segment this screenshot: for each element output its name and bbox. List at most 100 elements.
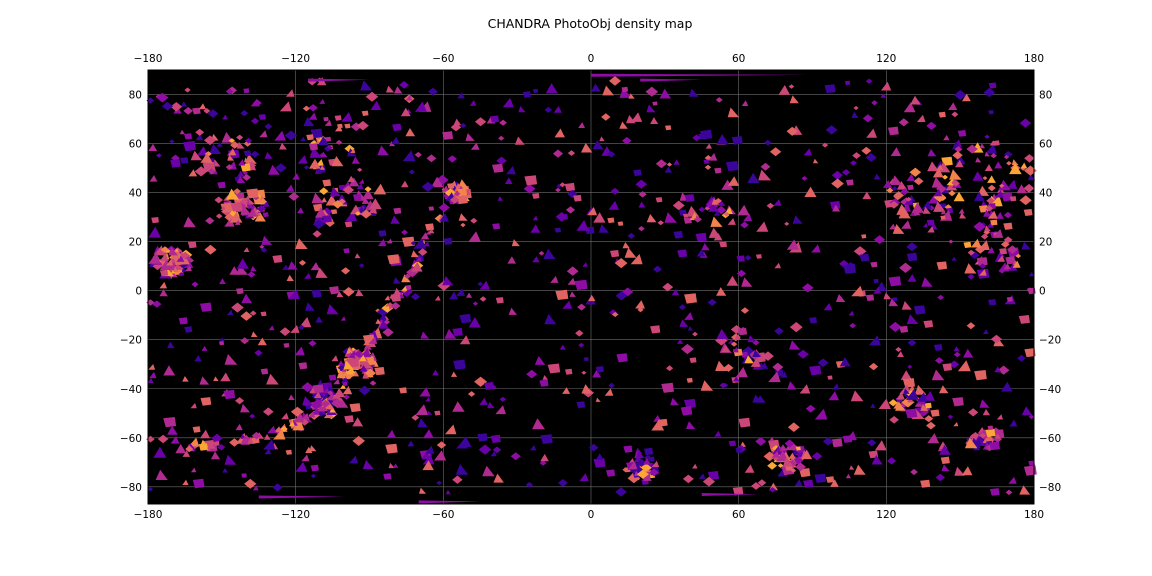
y-tick-label-right: −60 xyxy=(1039,433,1061,445)
density-cell xyxy=(883,292,892,300)
density-cell xyxy=(508,307,517,315)
density-cell xyxy=(468,317,481,328)
density-cell xyxy=(949,169,962,180)
density-cell xyxy=(524,175,538,186)
density-cell xyxy=(238,159,246,166)
density-cell xyxy=(401,229,408,235)
density-cell xyxy=(730,341,738,347)
density-cell xyxy=(889,223,896,230)
density-cell xyxy=(922,222,928,228)
density-cell xyxy=(683,217,692,224)
density-cell xyxy=(207,441,216,449)
density-cell xyxy=(893,401,903,409)
density-cell xyxy=(873,286,882,294)
density-cell xyxy=(308,340,317,347)
density-cell xyxy=(988,82,997,89)
density-cell xyxy=(262,212,269,218)
density-cell xyxy=(540,434,553,444)
density-cell xyxy=(942,363,952,371)
density-cell xyxy=(978,240,990,250)
density-cell xyxy=(243,150,252,157)
density-cell xyxy=(578,122,585,128)
density-cell xyxy=(666,162,673,167)
density-cell xyxy=(268,164,280,175)
density-cell xyxy=(374,367,385,376)
density-cell xyxy=(254,349,263,357)
density-cell xyxy=(701,243,710,251)
density-cell xyxy=(336,291,344,298)
density-cell xyxy=(525,481,533,488)
density-cell xyxy=(364,368,376,378)
density-cell xyxy=(335,125,343,132)
density-cell xyxy=(988,299,997,306)
density-cell xyxy=(434,450,447,461)
density-cell xyxy=(887,457,897,465)
density-cell xyxy=(411,414,420,421)
density-cell xyxy=(247,204,253,209)
density-cell xyxy=(728,440,736,447)
density-cell xyxy=(312,219,325,229)
density-cell xyxy=(920,479,931,488)
density-cell xyxy=(792,215,803,224)
density-cell xyxy=(906,389,919,400)
density-cell xyxy=(898,118,909,127)
density-cell xyxy=(411,261,423,272)
density-cell xyxy=(932,168,944,178)
density-cell xyxy=(227,86,237,95)
density-cell xyxy=(290,406,304,417)
density-cell xyxy=(905,408,918,419)
density-cell xyxy=(263,439,276,450)
density-cell xyxy=(758,362,765,369)
density-cell xyxy=(789,322,803,333)
density-cell xyxy=(650,325,661,334)
density-cell xyxy=(365,91,379,102)
density-cell xyxy=(356,120,369,131)
density-cell xyxy=(921,277,933,287)
density-cell xyxy=(183,140,196,152)
density-cell xyxy=(974,191,985,201)
density-cell xyxy=(985,428,996,437)
density-cell xyxy=(434,410,441,416)
density-cell xyxy=(241,473,247,478)
density-cell xyxy=(762,351,774,361)
density-cell xyxy=(638,226,645,232)
density-cell xyxy=(1005,489,1013,496)
density-cell xyxy=(1003,263,1011,270)
density-cell xyxy=(288,421,295,427)
density-cell xyxy=(678,304,686,311)
density-cell xyxy=(264,152,273,159)
density-cell xyxy=(240,403,250,413)
density-cell xyxy=(893,192,903,201)
density-cell xyxy=(891,186,898,191)
density-cell xyxy=(926,219,935,226)
density-cell xyxy=(499,119,507,126)
density-cell xyxy=(341,112,353,122)
density-cell xyxy=(203,135,216,146)
density-cell xyxy=(343,360,354,370)
x-tick-label-bottom: 180 xyxy=(1024,509,1044,521)
density-cell xyxy=(166,259,174,266)
density-cell xyxy=(313,391,322,399)
polar-streak xyxy=(307,78,370,82)
density-cell xyxy=(315,267,328,278)
density-cell xyxy=(787,422,800,432)
density-cell xyxy=(577,303,586,311)
density-cell xyxy=(983,329,989,334)
density-cell xyxy=(285,89,295,97)
density-cell xyxy=(209,143,222,154)
density-cell xyxy=(490,434,501,443)
density-cell xyxy=(156,92,169,103)
density-cell xyxy=(387,429,396,438)
density-cell xyxy=(385,443,398,454)
density-cell xyxy=(581,142,593,153)
density-cell xyxy=(400,180,409,188)
density-cell xyxy=(741,351,749,358)
density-cell xyxy=(322,179,332,187)
density-cell xyxy=(369,210,377,216)
density-cell xyxy=(727,218,736,225)
density-cell xyxy=(825,125,838,135)
density-cell xyxy=(194,166,208,177)
density-cell xyxy=(383,319,391,325)
density-cell xyxy=(262,200,270,207)
density-cell xyxy=(716,328,729,339)
